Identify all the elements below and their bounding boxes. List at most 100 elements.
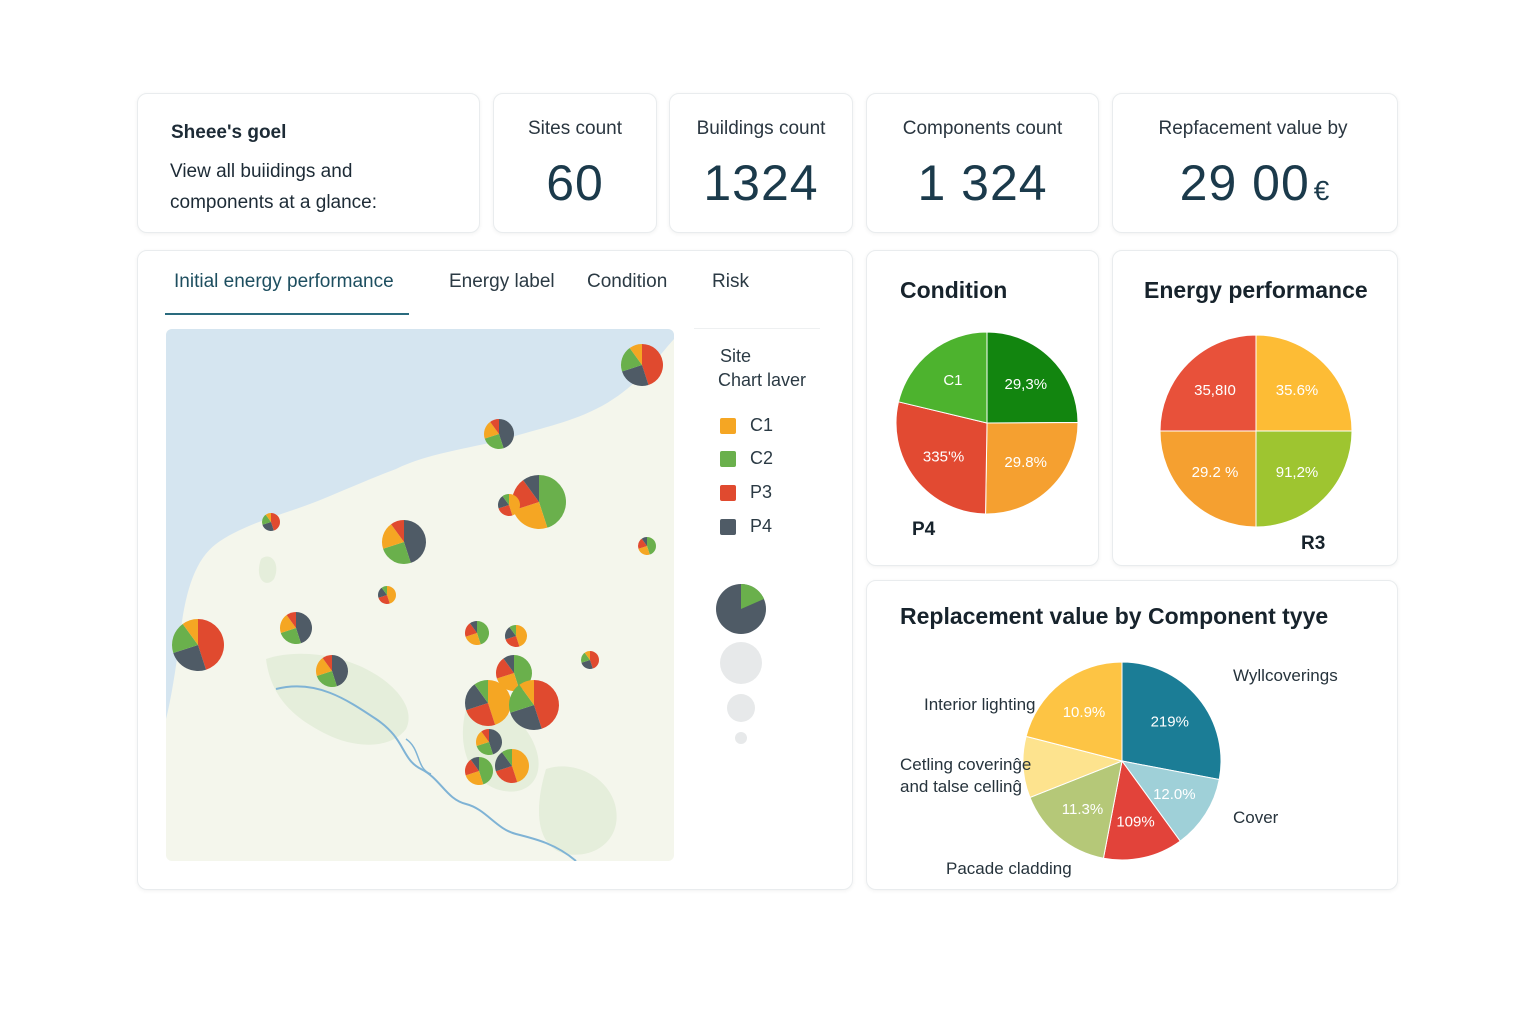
site-marker-slice[interactable] xyxy=(172,623,198,654)
site-marker-slice[interactable] xyxy=(641,537,647,546)
site-marker-slice[interactable] xyxy=(539,475,566,528)
site-marker-slice[interactable] xyxy=(512,749,529,783)
site-marker-slice[interactable] xyxy=(502,749,512,766)
site-marker-slice[interactable] xyxy=(629,344,642,365)
replacement-slice[interactable] xyxy=(1025,661,1123,762)
replacement-slice[interactable] xyxy=(1121,661,1222,781)
legend-label: C1 xyxy=(750,415,774,435)
site-marker-slice[interactable] xyxy=(495,658,514,679)
replacement-slice[interactable] xyxy=(1102,759,1181,861)
site-marker-slice[interactable] xyxy=(316,671,337,687)
site-marker-slice[interactable] xyxy=(466,703,496,726)
map-canvas[interactable] xyxy=(166,329,674,861)
site-marker-slice[interactable] xyxy=(534,680,559,729)
energy-slice[interactable] xyxy=(1159,430,1257,528)
tab-risk[interactable]: Risk xyxy=(712,271,749,292)
condition-slice[interactable] xyxy=(895,401,988,515)
condition-slice[interactable] xyxy=(985,422,1079,515)
site-marker-slice[interactable] xyxy=(498,505,513,516)
condition-slice[interactable] xyxy=(897,331,988,424)
site-marker-slice[interactable] xyxy=(182,619,198,645)
site-marker-slice[interactable] xyxy=(638,546,650,555)
site-marker-slice[interactable] xyxy=(332,655,349,687)
site-marker-slice[interactable] xyxy=(590,651,599,669)
site-marker-slice[interactable] xyxy=(509,625,516,636)
site-marker-slice[interactable] xyxy=(490,419,499,434)
energy-slice[interactable] xyxy=(1255,430,1353,528)
site-marker-slice[interactable] xyxy=(316,658,332,676)
site-marker-slice[interactable] xyxy=(378,587,387,598)
site-marker-slice[interactable] xyxy=(465,684,488,711)
site-marker-slice[interactable] xyxy=(382,524,404,549)
site-marker-slice[interactable] xyxy=(622,365,649,386)
site-marker-slice[interactable] xyxy=(465,633,481,645)
site-marker-slice[interactable] xyxy=(498,496,509,509)
site-marker-slice[interactable] xyxy=(479,757,494,785)
site-marker-slice[interactable] xyxy=(378,595,390,604)
site-marker-slice[interactable] xyxy=(474,680,488,703)
site-marker-slice[interactable] xyxy=(387,586,397,604)
site-marker-slice[interactable] xyxy=(470,757,479,771)
site-marker-slice[interactable] xyxy=(513,502,548,529)
site-marker-slice[interactable] xyxy=(391,520,404,542)
site-markers xyxy=(172,344,663,785)
site-marker-slice[interactable] xyxy=(642,344,663,385)
site-marker-slice[interactable] xyxy=(584,651,590,660)
site-marker-slice[interactable] xyxy=(499,419,514,449)
site-marker-slice[interactable] xyxy=(322,655,332,671)
site-marker-slice[interactable] xyxy=(509,494,521,516)
site-marker-slice[interactable] xyxy=(516,625,527,647)
site-marker-slice[interactable] xyxy=(484,434,504,449)
site-marker-slice[interactable] xyxy=(465,771,484,785)
site-marker-slice[interactable] xyxy=(488,680,511,725)
map[interactable]: 10hm xyxy=(166,329,674,861)
site-marker-slice[interactable] xyxy=(523,475,539,502)
site-marker-slice[interactable] xyxy=(383,542,411,564)
site-marker-slice[interactable] xyxy=(173,645,207,671)
site-marker-slice[interactable] xyxy=(581,660,593,669)
site-marker-slice[interactable] xyxy=(647,537,656,555)
site-marker-slice[interactable] xyxy=(505,636,520,647)
callout-ceiling-coverings: Cetling coverinĝe and talse cellinĝ xyxy=(900,755,1032,796)
site-marker-slice[interactable] xyxy=(262,514,271,525)
site-marker-slice[interactable] xyxy=(280,615,296,633)
site-marker-slice[interactable] xyxy=(404,520,427,563)
replacement-slice[interactable] xyxy=(1029,760,1123,859)
site-marker-slice[interactable] xyxy=(494,752,512,772)
site-marker-slice[interactable] xyxy=(296,612,313,644)
site-marker-slice[interactable] xyxy=(198,619,224,670)
site-marker-slice[interactable] xyxy=(581,652,590,663)
energy-slice[interactable] xyxy=(1255,334,1353,432)
site-marker-slice[interactable] xyxy=(503,655,514,673)
site-marker-slice[interactable] xyxy=(465,623,477,637)
site-marker-slice[interactable] xyxy=(477,621,490,645)
site-marker-slice[interactable] xyxy=(465,759,479,776)
site-marker-slice[interactable] xyxy=(381,586,387,595)
site-marker-slice[interactable] xyxy=(621,348,642,372)
map-river xyxy=(405,738,432,775)
site-marker-slice[interactable] xyxy=(509,684,534,713)
site-marker-slice[interactable] xyxy=(265,513,271,522)
site-marker-slice[interactable] xyxy=(476,731,489,747)
tab-energy-label[interactable]: Energy label xyxy=(449,271,555,292)
site-marker-slice[interactable] xyxy=(280,628,301,644)
site-marker-slice[interactable] xyxy=(510,705,542,730)
site-marker-slice[interactable] xyxy=(481,729,489,742)
site-marker-slice[interactable] xyxy=(505,627,516,640)
site-marker-slice[interactable] xyxy=(262,522,274,531)
site-marker-slice[interactable] xyxy=(286,612,296,628)
site-marker-slice[interactable] xyxy=(502,494,509,505)
site-marker-slice[interactable] xyxy=(495,766,518,783)
energy-slice[interactable] xyxy=(1159,334,1257,432)
site-marker-slice[interactable] xyxy=(484,421,499,439)
tab-initial-energy-performance[interactable]: Initial energy performance xyxy=(174,271,394,292)
condition-slice[interactable] xyxy=(986,331,1079,424)
site-marker-slice[interactable] xyxy=(271,513,281,531)
site-marker-slice[interactable] xyxy=(519,680,534,705)
tab-condition[interactable]: Condition xyxy=(587,271,668,292)
replacement-slice[interactable] xyxy=(1120,760,1220,842)
site-marker-slice[interactable] xyxy=(476,742,494,755)
site-marker-slice[interactable] xyxy=(489,729,502,755)
site-marker-slice[interactable] xyxy=(469,621,477,633)
site-marker-slice[interactable] xyxy=(638,538,647,549)
